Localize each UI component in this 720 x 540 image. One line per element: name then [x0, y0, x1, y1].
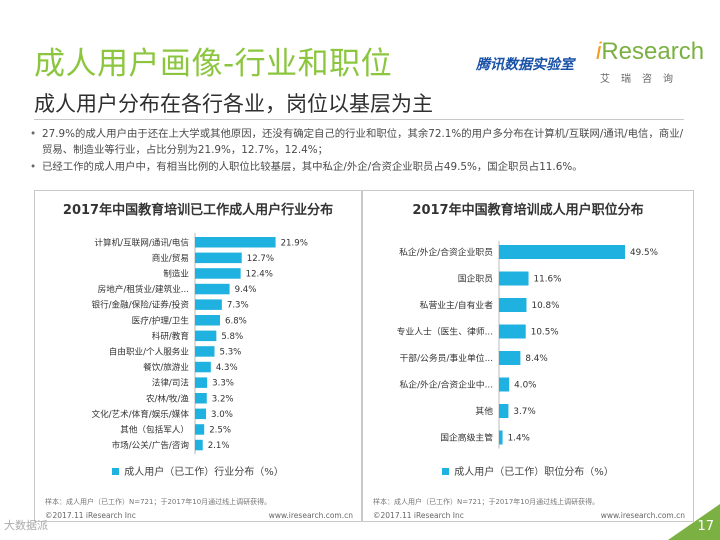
category-label: 餐饮/旅游业	[143, 361, 189, 373]
copyright-text: ©2017.11 iResearch Inc	[373, 511, 464, 520]
bar	[499, 245, 625, 259]
data-label: 1.4%	[508, 434, 530, 444]
website-text: www.iresearch.com.cn	[268, 511, 353, 520]
watermark-text: 大数据派	[4, 519, 48, 532]
bar	[195, 408, 207, 420]
category-label: 房地产/租赁业/建筑业...	[98, 283, 189, 295]
bar	[195, 237, 276, 248]
bar	[195, 377, 208, 388]
bar	[195, 283, 230, 295]
category-label: 国企高级主管	[440, 432, 493, 444]
iresearch-logo-subtitle: 艾瑞咨询	[600, 74, 684, 85]
category-label: 银行/金融/保险/证券/投资	[91, 299, 189, 311]
legend-swatch	[442, 468, 450, 475]
data-label: 3.3%	[212, 379, 234, 389]
category-label: 制造业	[163, 267, 189, 279]
category-label: 农/林/牧/渔	[146, 392, 189, 404]
data-label: 3.2%	[212, 394, 234, 404]
bar	[195, 299, 222, 310]
summary-bullets: • 27.9%的成人用户由于还在上大学或其他原因，还没有确定自己的行业和职位，其余…	[28, 126, 690, 176]
bar	[499, 351, 521, 365]
data-label: 2.1%	[208, 441, 230, 451]
data-label: 4.3%	[216, 363, 238, 373]
category-label: 其他（包括军人）	[120, 423, 189, 435]
bar	[195, 330, 217, 342]
data-label: 5.8%	[221, 332, 243, 342]
category-label: 干部/公务员/事业单位...	[400, 352, 494, 364]
data-label: 10.8%	[531, 301, 559, 311]
bar	[195, 393, 207, 404]
data-label: 2.5%	[209, 425, 231, 435]
industry-chart-source: 样本：成人用户（已工作）N=721；于2017年10月通过线上调研获得。	[45, 498, 272, 506]
bullet-item: • 已经工作的成人用户中，有相当比例的人职位比较基层，其中私企/外企/合资企业职员…	[30, 161, 583, 173]
bar	[195, 361, 211, 373]
category-label: 计算机/互联网/通讯/电信	[94, 236, 189, 248]
industry-bar-chart: 计算机/互联网/通讯/电信 21.9% 商业/贸易 12.7% 制造业 12.4% 房地产/…	[91, 233, 308, 455]
category-label: 国企职员	[458, 273, 493, 285]
legend-swatch	[112, 468, 120, 475]
bar	[195, 346, 215, 357]
position-chart-title: 2017年中国教育培训成人用户职位分布	[412, 203, 644, 218]
category-label: 文化/艺术/体育/娱乐/媒体	[91, 408, 189, 420]
position-chart-panel: 2017年中国教育培训成人用户职位分布 私企/外企/合资企业职员 49.5% 国企职…	[362, 190, 694, 522]
position-bar-chart: 私企/外企/合资企业职员 49.5% 国企职员 11.6% 私营业主/自有业者 10.8%…	[397, 241, 658, 449]
industry-chart-title: 2017年中国教育培训已工作成人用户行业分布	[62, 203, 334, 218]
category-label: 其他	[475, 405, 493, 417]
category-label: 市场/公关/广告/咨询	[112, 439, 190, 451]
category-label: 科研/教育	[152, 330, 190, 342]
data-label: 11.6%	[534, 275, 562, 285]
category-label: 法律/司法	[152, 377, 190, 389]
page-title: 成人用户画像-行业和职位	[34, 46, 393, 82]
data-label: 12.4%	[246, 269, 273, 279]
data-label: 21.9%	[281, 238, 308, 248]
category-label: 医疗/护理/卫生	[132, 314, 190, 326]
bar	[499, 298, 527, 312]
bar	[195, 424, 205, 435]
industry-chart-panel: 2017年中国教育培训已工作成人用户行业分布 计算机/互联网/通讯/电信 21.9…	[34, 190, 362, 522]
data-label: 9.4%	[235, 285, 257, 295]
page-subtitle: 成人用户分布在各行各业，岗位以基层为主	[34, 92, 433, 116]
bar	[499, 271, 529, 286]
bar	[195, 252, 242, 264]
bullet-item: • 27.9%的成人用户由于还在上大学或其他原因，还没有确定自己的行业和职位，其余…	[30, 128, 684, 156]
data-label: 3.0%	[211, 410, 233, 420]
bar	[499, 324, 526, 339]
bar	[195, 439, 203, 451]
data-label: 4.0%	[514, 381, 536, 391]
header-divider	[34, 119, 684, 120]
data-label: 12.7%	[247, 254, 274, 264]
category-label: 私企/外企/合资企业中...	[400, 379, 494, 391]
bar	[499, 430, 503, 445]
data-label: 10.5%	[531, 328, 559, 338]
data-label: 3.7%	[513, 407, 535, 417]
copyright-text: ©2017.11 iResearch Inc	[45, 511, 136, 520]
tencent-data-lab-logo: 腾讯数据实验室	[476, 57, 574, 73]
category-label: 专业人士（医生、律师...	[397, 326, 493, 338]
category-label: 自由职业/个人服务业	[109, 345, 190, 357]
category-label: 私营业主/自有业者	[420, 299, 494, 311]
data-label: 6.8%	[225, 316, 247, 326]
bar	[195, 315, 221, 326]
bar	[499, 377, 510, 392]
category-label: 私企/外企/合资企业职员	[399, 246, 493, 258]
position-chart-source: 样本：成人用户（已工作）N=721；于2017年10月通过线上调研获得。	[373, 498, 600, 506]
category-label: 商业/贸易	[152, 252, 189, 264]
bar	[195, 268, 241, 279]
data-label: 7.3%	[227, 301, 249, 311]
position-chart-legend: 成人用户（已工作）职位分布（%）	[363, 463, 693, 478]
data-label: 49.5%	[630, 248, 658, 258]
industry-chart-legend: 成人用户（已工作）行业分布（%）	[35, 463, 361, 478]
data-label: 5.3%	[220, 347, 242, 357]
iresearch-logo: iResearch	[596, 38, 705, 65]
bar	[499, 404, 509, 418]
page-number: 17	[697, 519, 714, 534]
website-text: www.iresearch.com.cn	[600, 511, 685, 520]
data-label: 8.4%	[525, 354, 547, 364]
